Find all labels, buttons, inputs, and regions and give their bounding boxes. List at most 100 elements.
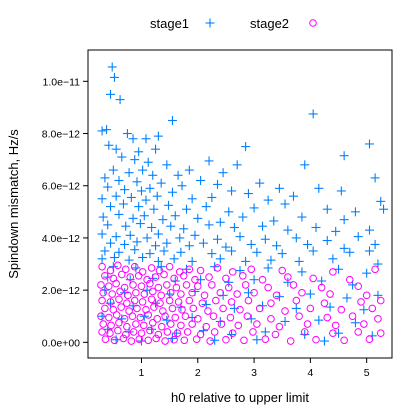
stage1-point [184, 165, 194, 175]
stage2-point [309, 274, 317, 283]
stage2-point [106, 298, 115, 306]
stage2-point [278, 266, 287, 275]
stage2-point [227, 298, 236, 306]
stage2-point [157, 291, 165, 300]
stage2-point [224, 283, 233, 292]
stage1-point [97, 229, 107, 239]
stage1-point [167, 115, 177, 125]
stage2-point [129, 328, 138, 336]
stage1-point [353, 232, 363, 242]
stage1-point [138, 165, 148, 175]
stage2-point [233, 290, 241, 298]
stage1-point [303, 239, 313, 249]
stage1-point [136, 336, 146, 346]
stage2-point [337, 305, 346, 314]
stage2-point [345, 275, 354, 284]
stage2-point [119, 334, 128, 343]
stage2-point [234, 321, 243, 330]
stage1-point [227, 246, 237, 256]
stage1-point [139, 311, 149, 321]
stage1-point [97, 194, 107, 204]
stage1-point [201, 202, 211, 212]
stage2-point [185, 265, 194, 274]
stage2-point [136, 313, 145, 322]
y-tick-label: 0.0e+00 [42, 337, 80, 349]
stage1-point [350, 318, 360, 328]
stage1-point [204, 220, 214, 230]
stage1-point [111, 144, 121, 154]
stage2-point [261, 335, 270, 344]
stage1-point [138, 253, 148, 263]
stage1-point [325, 302, 335, 312]
stage2-point [267, 315, 275, 323]
stage2-point [300, 328, 309, 336]
stage1-point [184, 241, 194, 251]
stage1-point [249, 203, 259, 213]
stage2-point [249, 328, 257, 336]
stage2-point [295, 312, 303, 321]
stage2-point [267, 299, 275, 307]
stage1-point [288, 191, 298, 201]
stage1-point [111, 191, 121, 201]
stage1-point [145, 249, 155, 259]
x-tick-label: 3 [251, 367, 257, 379]
stage1-point [322, 204, 332, 214]
stage1-point [280, 316, 290, 326]
stage2-point [236, 305, 244, 314]
stage1-point [300, 330, 310, 340]
stage2-point [157, 322, 166, 331]
stage2-point [329, 268, 337, 276]
stage2-point [211, 296, 220, 305]
stage1-point [227, 186, 237, 196]
stage1-point [258, 221, 268, 231]
stage2-point [161, 337, 169, 345]
stage2-point [114, 326, 122, 335]
stage2-point [208, 281, 216, 289]
stage1-point [176, 247, 186, 257]
stage1-point [162, 160, 172, 170]
stage1-point [149, 204, 159, 214]
stage1-point [106, 89, 116, 99]
stage1-point [104, 140, 114, 150]
stage2-point [115, 295, 123, 304]
stage1-point [339, 151, 349, 161]
stage1-point [291, 303, 301, 313]
stage2-point [120, 315, 129, 323]
stage2-point [183, 328, 192, 336]
stage2-point [153, 315, 162, 323]
stage2-point [188, 320, 196, 328]
stage1-point [156, 178, 166, 188]
stage1-point [229, 222, 239, 232]
stage1-point [153, 131, 163, 141]
stage2-point [97, 281, 105, 289]
stage1-point [148, 170, 158, 180]
stage2-point [99, 320, 107, 328]
stage2-point [137, 282, 146, 291]
stage1-point [294, 256, 304, 266]
stage1-point [100, 173, 110, 183]
stage2-point [175, 268, 184, 276]
stage1-point [118, 199, 128, 209]
stage2-point [124, 291, 132, 300]
stage1-point [125, 230, 135, 240]
stage1-point [221, 242, 231, 252]
stage1-point [210, 335, 220, 345]
stage1-point [255, 178, 265, 188]
series-stage2 [97, 261, 385, 345]
stage2-point [98, 262, 106, 271]
legend-label-stage2: stage2 [250, 16, 289, 31]
stage1-point [370, 173, 380, 183]
stage2-point [192, 335, 201, 344]
stage2-point [115, 318, 123, 327]
stage1-point [132, 237, 142, 247]
stage2-point [177, 321, 185, 330]
stage2-point [178, 305, 186, 314]
stage1-point [98, 212, 108, 222]
stage1-point [108, 165, 118, 175]
stage2-point [135, 335, 144, 344]
stage2-point [193, 282, 202, 291]
stage2-point [150, 303, 158, 311]
stage2-point [303, 320, 312, 328]
legend-label-stage1: stage1 [150, 16, 189, 31]
stage2-point [360, 320, 368, 328]
